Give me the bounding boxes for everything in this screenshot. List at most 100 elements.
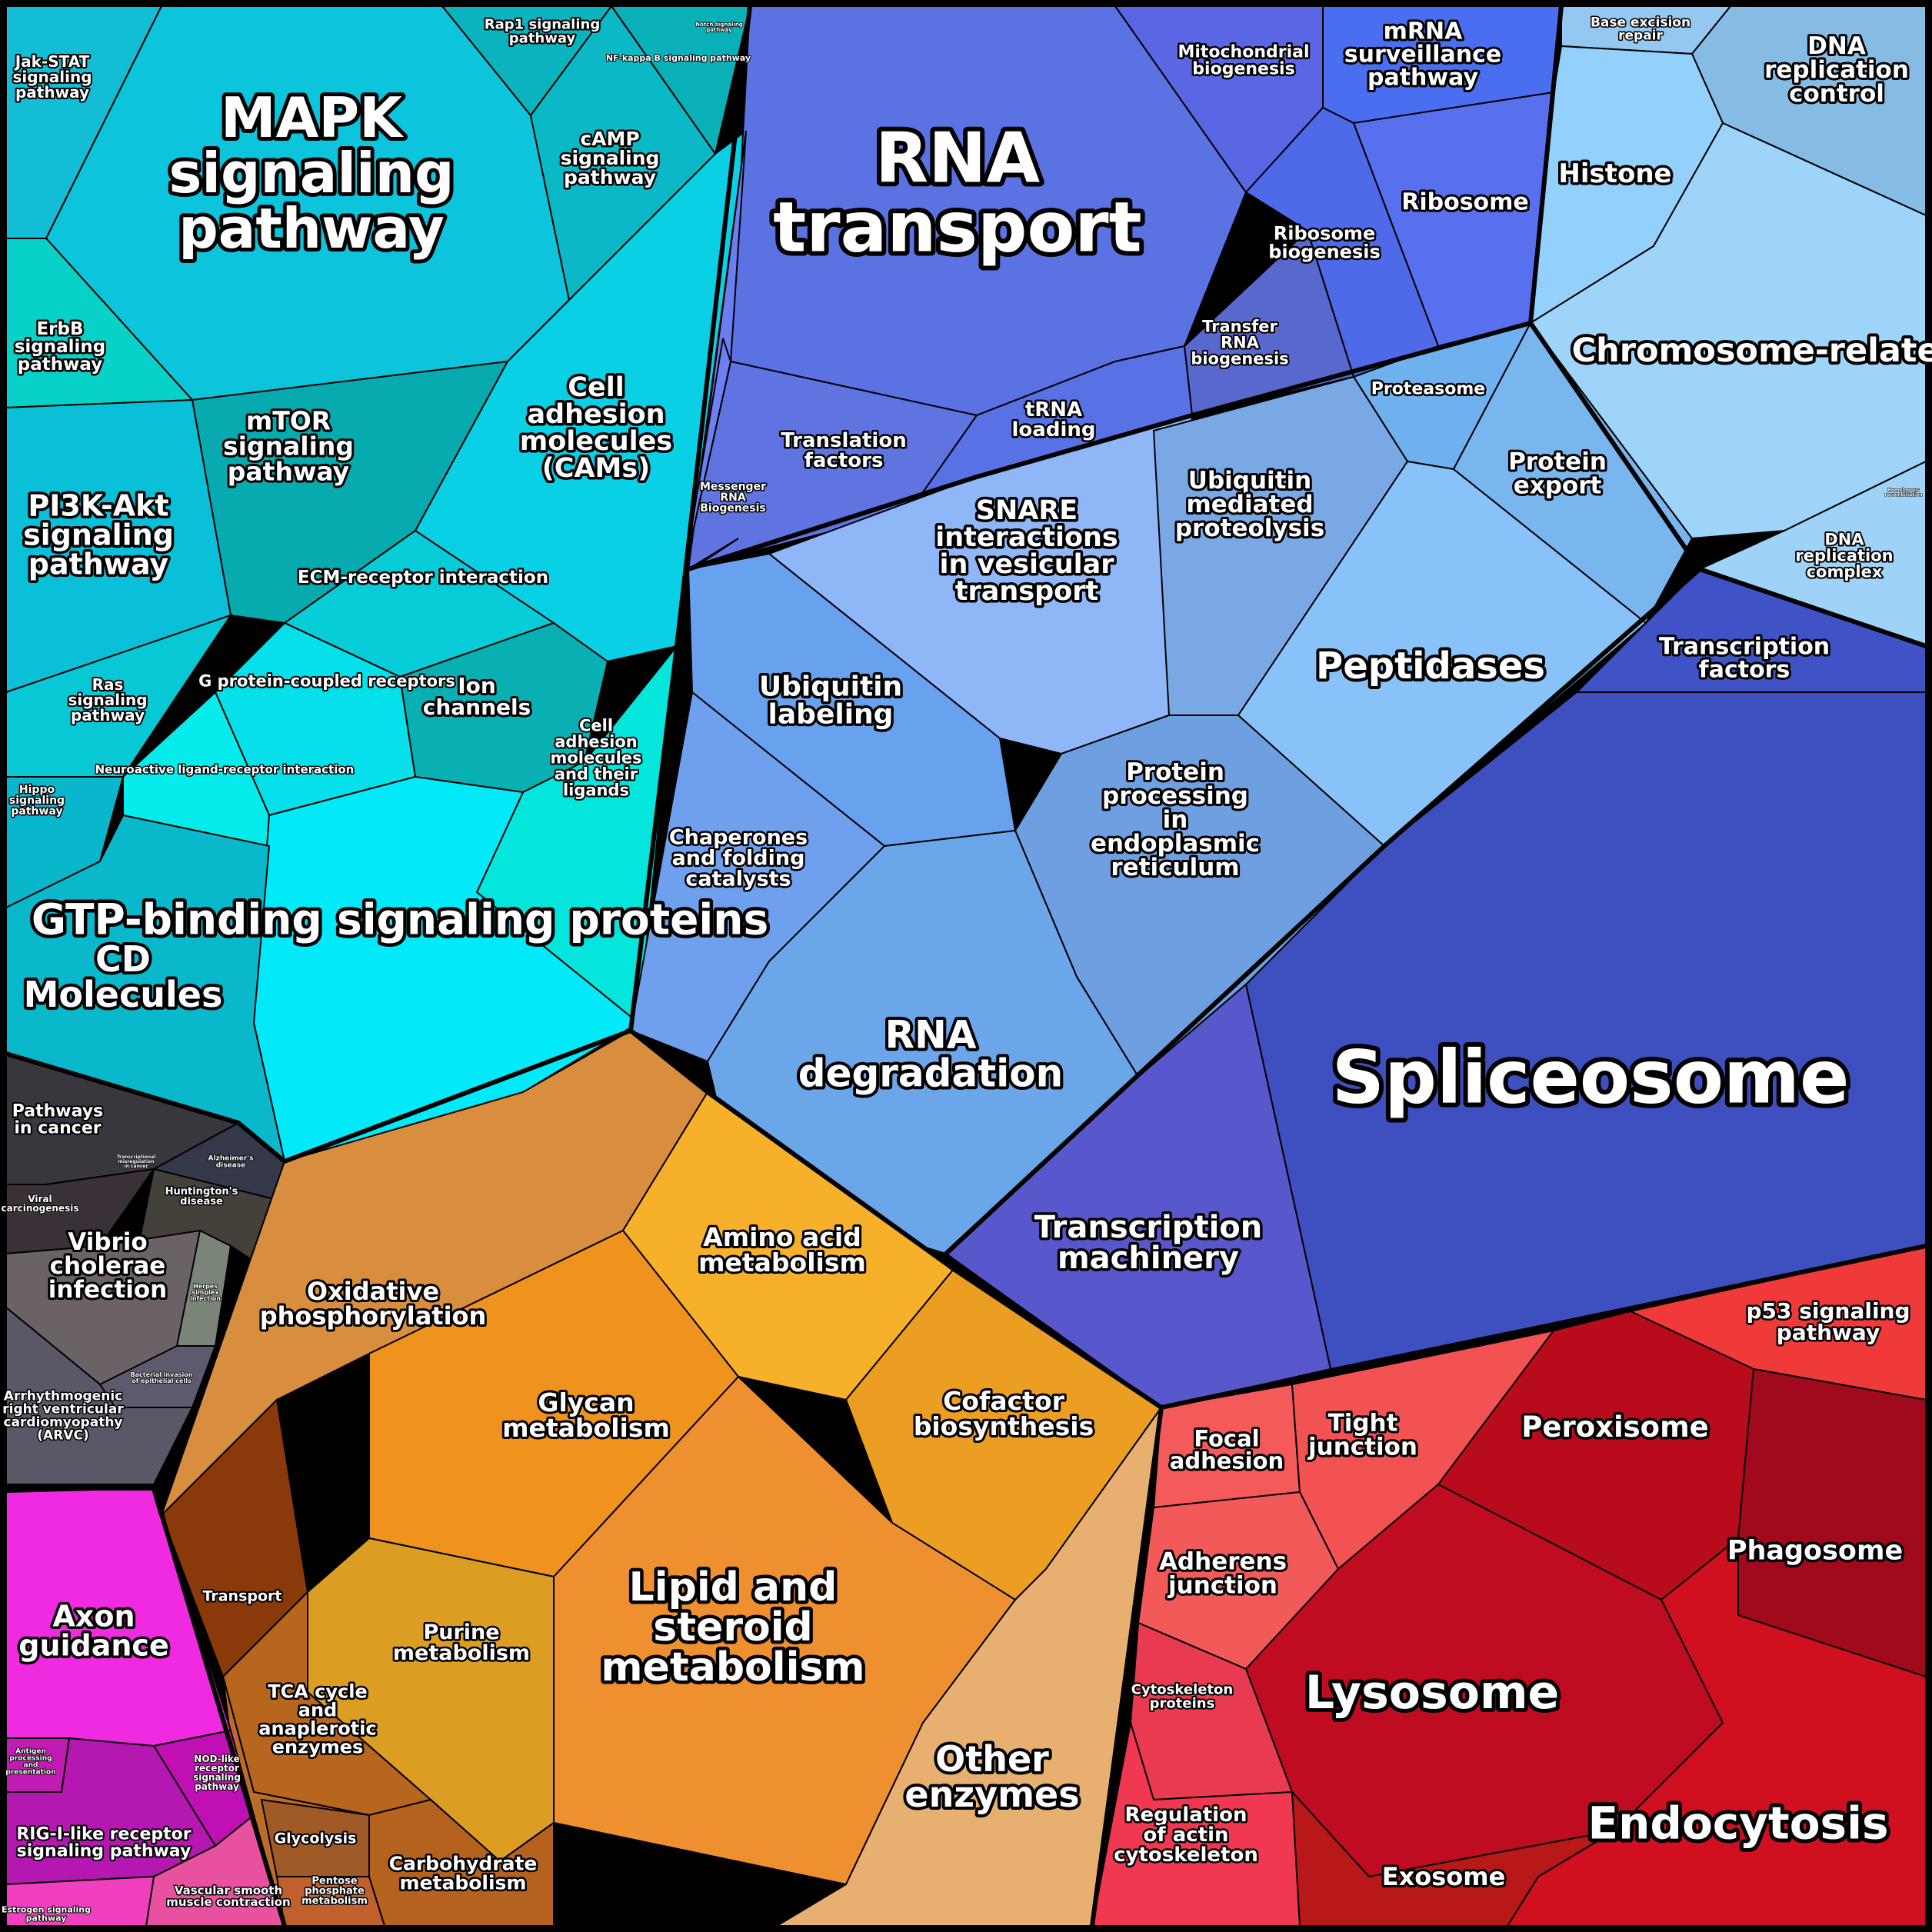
- label-line: Cell: [568, 372, 624, 403]
- labels: MAPK signaling pathway Jak-STAT signaling pa…: [1, 14, 1932, 1924]
- label-line: Cytoskeleton: [1131, 1681, 1234, 1697]
- label-line: phosphorylation: [260, 1301, 487, 1331]
- label-line: Lysosome: [1305, 1666, 1559, 1720]
- label-line: and their: [555, 764, 638, 783]
- label-line: metabolism: [301, 1896, 368, 1907]
- label-line: signaling pathway: [17, 1842, 192, 1861]
- label-line: cytoskeleton: [1114, 1844, 1258, 1867]
- label-line: junction: [1167, 1571, 1277, 1599]
- label-line: machinery: [1058, 1241, 1239, 1276]
- label-line: Ubiquitin: [1188, 467, 1311, 495]
- label-line: Molecules: [24, 974, 223, 1015]
- label-line: RNA: [884, 1013, 976, 1058]
- label-line: signaling: [68, 691, 147, 709]
- label-rigi: RIG-I-like receptor signaling pathway: [16, 1825, 191, 1861]
- label-line: PI3K-Akt: [28, 488, 168, 522]
- border-dna: [1527, 5, 1927, 648]
- border-spliceosome: [944, 567, 1701, 1256]
- label-line: metabolism: [698, 1247, 866, 1277]
- label-line: transport: [955, 576, 1098, 607]
- label-rap1: Rap1 signaling pathway: [485, 16, 600, 46]
- label-estrogen: Estrogen signaling pathway: [2, 1904, 91, 1923]
- label-antigen: Antigen processing and presentation: [5, 1748, 55, 1777]
- label-trans-mach: Transcription machinery: [1034, 1210, 1262, 1276]
- label-oxphos: Oxidative phosphorylation: [260, 1277, 487, 1331]
- label-line: Biogenesis: [700, 502, 766, 515]
- label-nfkb: NF-kappa B signaling pathway: [606, 53, 751, 63]
- label-line: signaling: [168, 141, 454, 205]
- label-line: processing: [1102, 782, 1248, 810]
- label-other-enz: Other enzymes: [904, 1738, 1079, 1815]
- label-line: Pathways: [12, 1102, 104, 1121]
- label-line: Viral: [28, 1194, 52, 1204]
- label-peptidases: Peptidases: [1316, 645, 1545, 688]
- label-line: Base excision: [1591, 15, 1690, 31]
- label-line: Proteasome: [1371, 380, 1485, 399]
- label-line: pathway: [15, 83, 89, 102]
- label-focal: Focal adhesion: [1170, 1426, 1284, 1474]
- label-line: channels: [423, 695, 531, 720]
- label-line: proteins: [1150, 1695, 1215, 1711]
- label-line: pathway: [71, 706, 145, 724]
- label-dna-complex: DNA replication complex: [1795, 530, 1893, 581]
- label-line: mRNA: [1384, 18, 1463, 45]
- label-cell-adh-lig: Cell adhesion molecules and their ligands: [550, 716, 641, 799]
- label-line: replication: [1795, 546, 1893, 565]
- label-line: adhesion: [527, 399, 665, 430]
- label-line: Neuroactive ligand-receptor interaction: [95, 762, 355, 776]
- label-line: pathway: [195, 1781, 239, 1792]
- label-line: surveillance: [1344, 42, 1502, 68]
- label-line: MAPK: [221, 85, 404, 150]
- label-line: Alzheimer's: [208, 1155, 254, 1163]
- rna-group: [683, 5, 1563, 571]
- label-ribo-bio: Ribosome biogenesis: [1268, 222, 1381, 262]
- label-line: biogenesis: [1191, 349, 1288, 368]
- label-p53: p53 signaling pathway: [1746, 1298, 1910, 1345]
- label-line: cardiomyopathy: [3, 1415, 122, 1431]
- label-line: Transfer: [1202, 317, 1277, 335]
- label-line: Cell: [579, 716, 613, 734]
- label-line: Vascular smooth: [175, 1884, 282, 1897]
- label-line: Jak-STAT: [14, 52, 90, 71]
- label-line: Lipid and: [629, 1564, 838, 1611]
- label-line: muscle contraction: [166, 1895, 290, 1909]
- label-hippo: Hippo signaling pathway: [9, 784, 65, 818]
- label-messenger: Messenger RNA Biogenesis: [700, 481, 766, 515]
- label-mito: Mitochondrial biogenesis: [1178, 43, 1309, 79]
- label-line: mTOR: [246, 406, 331, 436]
- label-exosome: Exosome: [1382, 1862, 1506, 1891]
- label-alzheimer: Alzheimer's disease: [208, 1155, 254, 1170]
- label-protein-export: Protein export: [1508, 448, 1607, 499]
- label-line: pathway: [228, 457, 349, 487]
- label-line: reticulum: [1111, 854, 1239, 881]
- label-line: Hippo: [19, 784, 55, 796]
- label-line: pathway: [18, 355, 102, 375]
- label-line: Carbohydrate: [389, 1852, 538, 1874]
- label-line: catalysts: [685, 868, 791, 891]
- label-line: pathway: [28, 547, 169, 581]
- label-line: adhesion: [1170, 1448, 1284, 1474]
- label-line: GTP-binding signaling proteins: [32, 894, 768, 944]
- label-line: disease: [216, 1162, 246, 1170]
- label-line: signaling: [15, 337, 106, 357]
- label-line: Herpes: [193, 1283, 218, 1290]
- label-line: Vibrio: [68, 1228, 147, 1256]
- label-vascular: Vascular smooth muscle contraction: [166, 1884, 290, 1909]
- label-jak-stat: Jak-STAT signaling pathway: [12, 52, 92, 102]
- label-line: infection: [190, 1295, 221, 1302]
- label-glycolysis: Glycolysis: [275, 1830, 357, 1847]
- label-line: RIG-I-like receptor: [16, 1825, 191, 1844]
- spliceosome-group: [944, 568, 1927, 1409]
- label-line: Amino acid: [703, 1222, 861, 1252]
- label-line: degradation: [798, 1051, 1063, 1096]
- disease-group: [5, 1052, 286, 1485]
- label-line: Cofactor: [943, 1386, 1065, 1416]
- label-line: Messenger: [700, 481, 766, 493]
- label-line: Adherens: [1159, 1547, 1287, 1575]
- label-herpes: Herpes simplex infection: [190, 1283, 221, 1302]
- label-huntington: Huntington's disease: [165, 1186, 238, 1208]
- label-line: Transcriptional: [117, 1154, 156, 1160]
- label-nod: NOD-like receptor signaling pathway: [193, 1754, 241, 1792]
